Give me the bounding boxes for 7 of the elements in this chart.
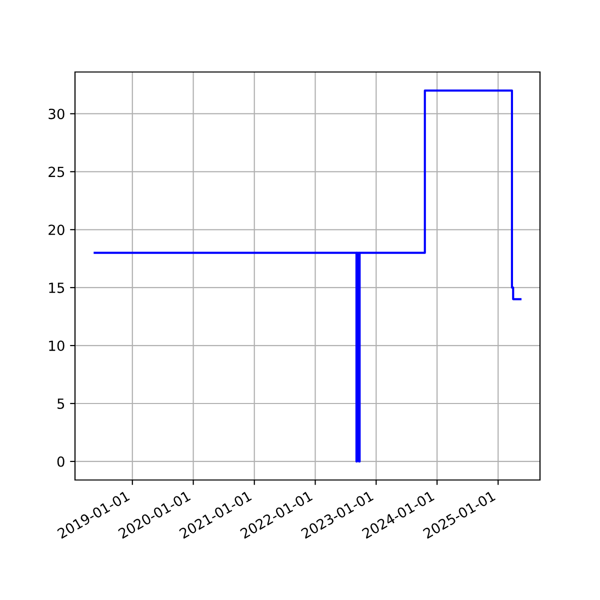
y-tick-label: 10 <box>49 340 64 352</box>
y-tick-label: 0 <box>57 456 64 467</box>
y-tick-label: 30 <box>48 108 64 120</box>
y-tick-label: 20 <box>48 224 64 236</box>
y-tick-label: 15 <box>49 282 64 294</box>
y-tick-label: 25 <box>48 166 64 178</box>
y-tick-label: 5 <box>58 398 64 409</box>
